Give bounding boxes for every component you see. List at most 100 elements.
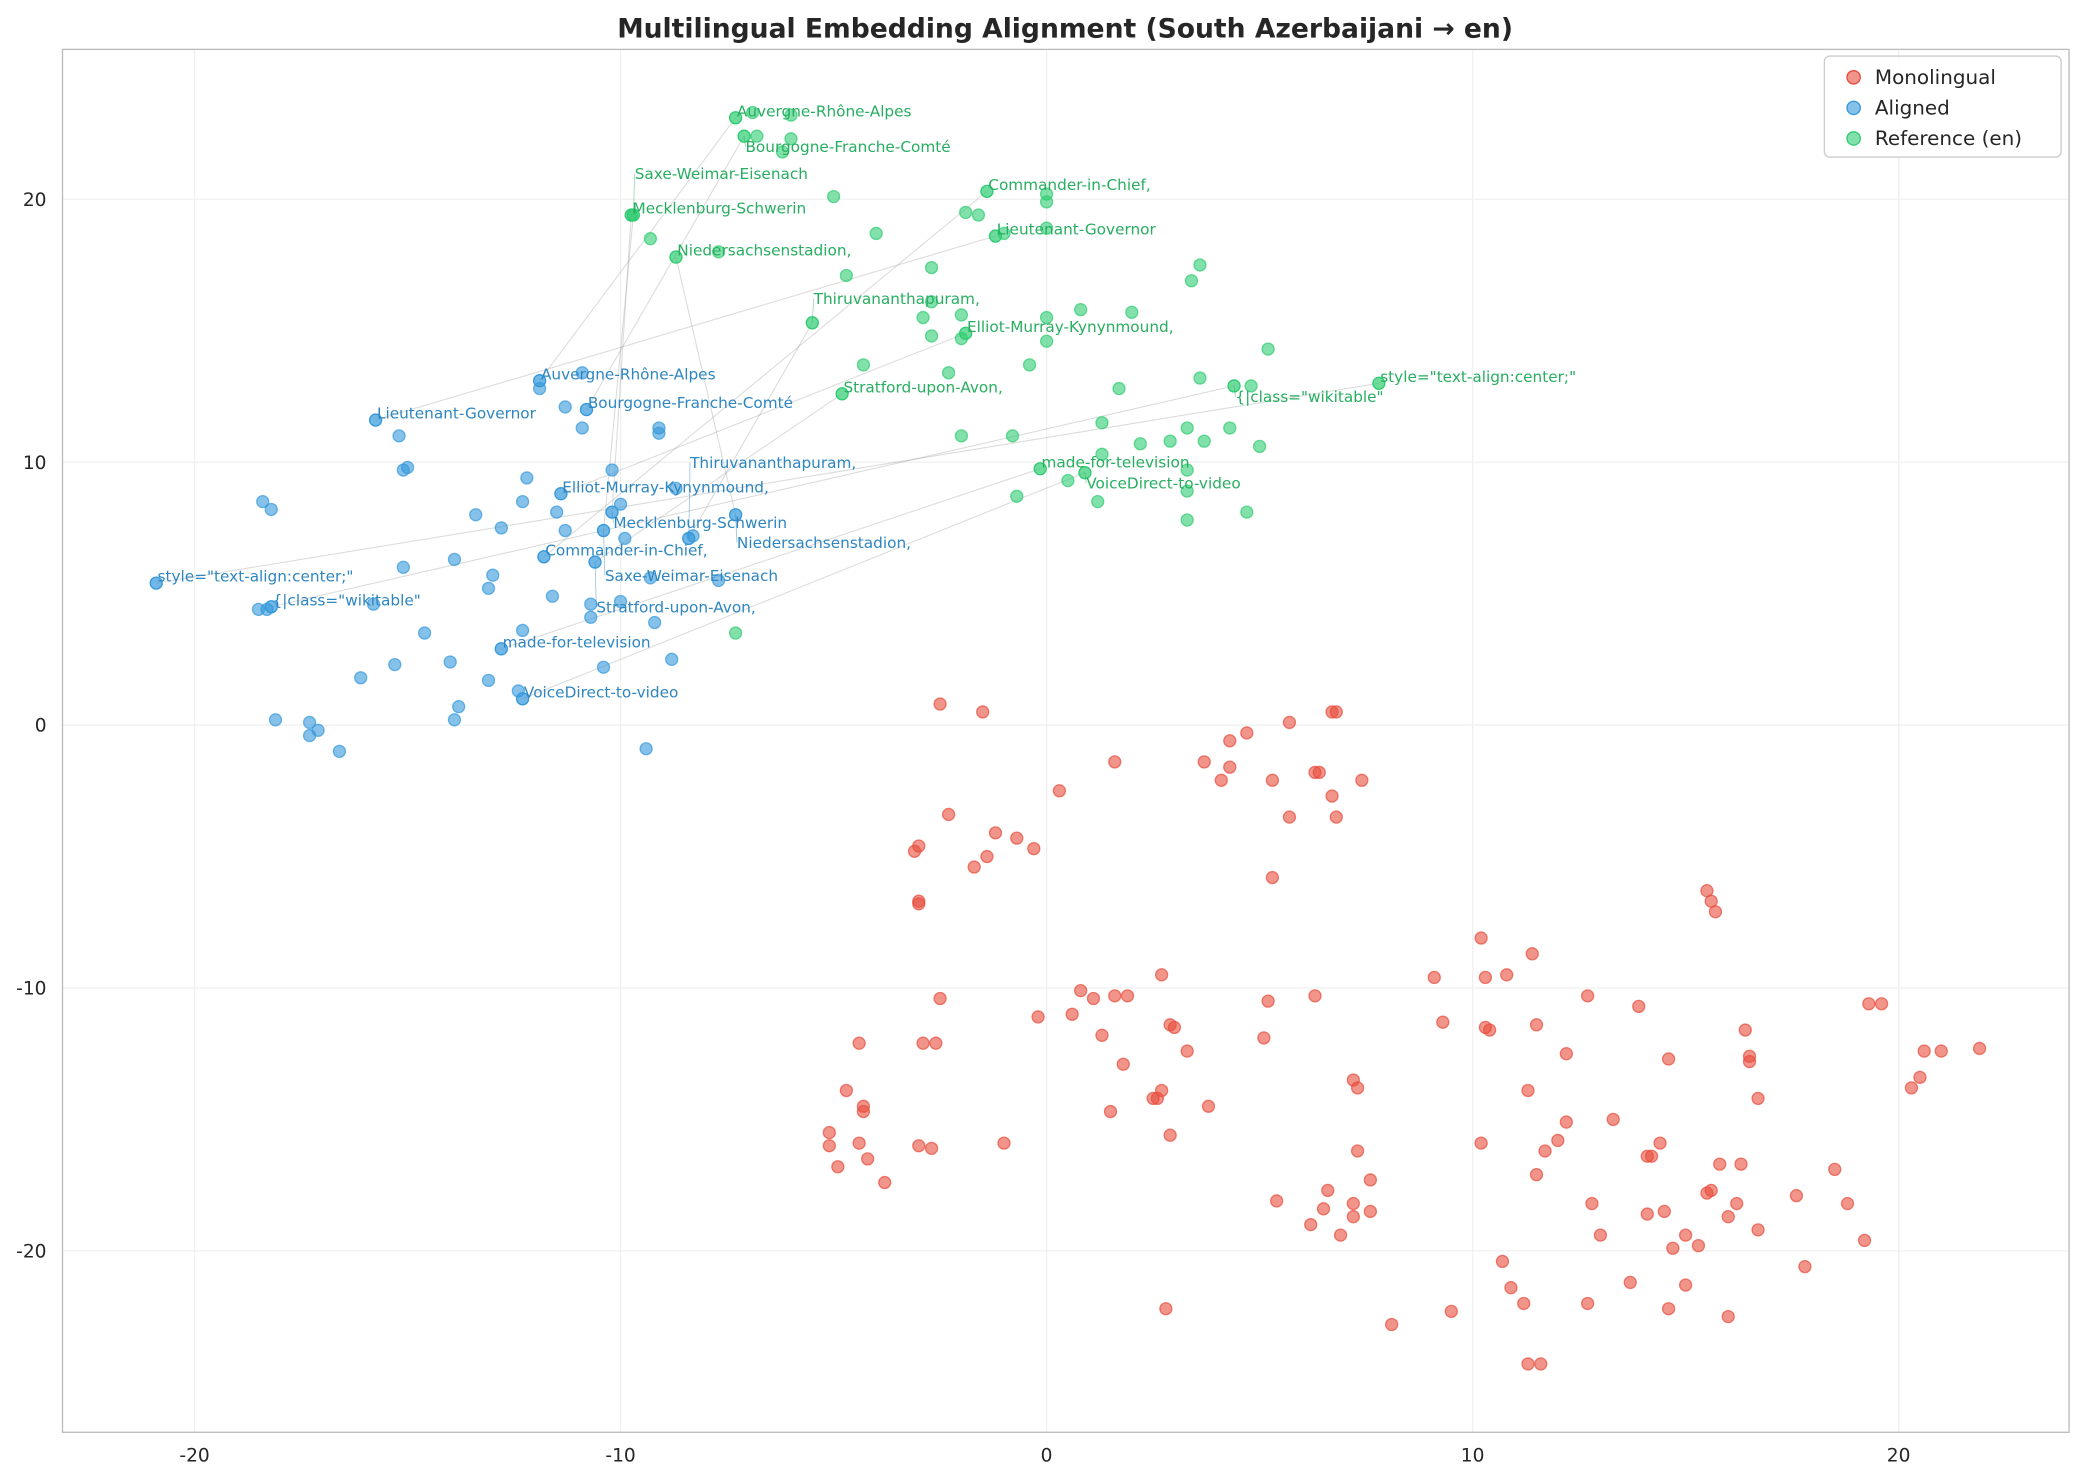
data-point-aligned [494, 521, 508, 535]
pair-line [543, 190, 988, 558]
data-point-reference-en- [1193, 258, 1207, 272]
data-point-monolingual [1559, 1115, 1573, 1129]
data-point-monolingual [941, 807, 956, 822]
data-point-aligned [368, 413, 383, 427]
data-point-monolingual [1478, 970, 1493, 985]
data-point-monolingual [1240, 726, 1254, 740]
data-point-monolingual [1329, 705, 1343, 719]
reference-point-label: Mecklenburg-Schwerin [633, 200, 807, 218]
reference-point-label: Bourgogne-Franche-Comté [745, 138, 950, 156]
data-point-monolingual [1862, 997, 1876, 1011]
data-point-monolingual [1163, 1128, 1177, 1142]
data-point-monolingual [1606, 1112, 1620, 1127]
data-point-aligned [494, 642, 508, 656]
data-point-monolingual [1644, 1149, 1659, 1163]
data-point-monolingual [1146, 1091, 1160, 1106]
data-point-monolingual [1363, 1173, 1378, 1187]
x-tick-label: 20 [1887, 1446, 1911, 1467]
data-point-reference-en- [728, 626, 743, 640]
data-point-reference-en- [839, 268, 854, 283]
data-point-monolingual [1180, 1044, 1194, 1058]
data-point-monolingual [1708, 905, 1723, 919]
data-point-monolingual [1223, 760, 1237, 774]
data-point-aligned [605, 463, 619, 477]
data-point-monolingual [1653, 1136, 1667, 1150]
data-point-monolingual [1346, 1196, 1360, 1211]
data-point-monolingual [861, 1152, 875, 1166]
data-point-monolingual [1201, 1099, 1216, 1113]
data-point-monolingual [1517, 1296, 1531, 1311]
data-point-monolingual [1678, 1278, 1693, 1292]
data-point-aligned [469, 508, 483, 522]
data-point-monolingual [1031, 1010, 1045, 1024]
data-point-monolingual [912, 839, 926, 853]
data-point-monolingual [1103, 1104, 1118, 1119]
data-point-aligned [452, 700, 466, 714]
data-point-monolingual [1350, 1081, 1365, 1095]
reference-point-label: Saxe-Weimar-Eisenach [635, 165, 808, 183]
data-point-monolingual [1551, 1133, 1565, 1148]
data-point-monolingual [1798, 1260, 1812, 1274]
points [149, 105, 1987, 1371]
data-point-reference-en- [784, 108, 798, 122]
pair-line [603, 214, 634, 531]
data-point-aligned [264, 502, 278, 517]
data-point-aligned [575, 421, 589, 435]
label-leader-line [1084, 472, 1087, 484]
label-leader-line [735, 514, 738, 543]
data-point-reference [669, 250, 683, 264]
data-point-monolingual [967, 860, 981, 874]
y-tick-label: 20 [23, 190, 47, 211]
data-point-reference-en- [941, 366, 956, 380]
data-point-reference-en- [1039, 310, 1054, 325]
data-point-reference-en- [971, 208, 986, 222]
data-point-reference-en- [1180, 463, 1194, 477]
data-point-monolingual [1751, 1091, 1765, 1106]
data-point-monolingual [822, 1139, 836, 1153]
aligned-point-label: Elliot-Murray-Kynynmound, [562, 478, 769, 496]
data-point-reference-en- [1180, 484, 1194, 498]
data-point-aligned [447, 713, 462, 727]
data-point-monolingual [1350, 1144, 1365, 1158]
data-point-reference-en- [784, 132, 798, 146]
data-point-monolingual [912, 897, 926, 911]
legend-marker [1846, 131, 1861, 146]
data-point-monolingual [1108, 989, 1122, 1003]
data-point-monolingual [1316, 1202, 1331, 1216]
data-point-monolingual [1261, 994, 1275, 1008]
data-point-monolingual [1074, 983, 1088, 998]
data-point-monolingual [1474, 1136, 1488, 1150]
data-point-aligned [618, 531, 632, 546]
data-point-aligned [545, 589, 560, 603]
data-point-monolingual [1559, 1047, 1573, 1061]
data-point-reference-en- [1061, 473, 1075, 488]
data-point-aligned [302, 715, 317, 730]
data-point-reference [980, 184, 994, 199]
data-point-monolingual [1154, 968, 1169, 982]
data-point-monolingual [1738, 1023, 1752, 1037]
data-point-reference-en- [643, 232, 658, 246]
data-point-monolingual [1734, 1157, 1748, 1171]
data-point-monolingual [1521, 1083, 1535, 1098]
legend-box [1823, 55, 2062, 158]
data-point-monolingual [1385, 1317, 1399, 1332]
aligned-point-label: VoiceDirect-to-video [524, 683, 678, 701]
data-point-monolingual [1857, 1233, 1872, 1248]
data-point-aligned [264, 600, 278, 614]
data-point-reference-en- [924, 260, 939, 275]
data-point-reference-en- [1005, 429, 1020, 443]
data-point-aligned [366, 597, 381, 611]
label-leader-line [688, 462, 691, 539]
aligned-point-label: Niedersachsenstadion, [737, 534, 911, 552]
data-point-aligned [481, 581, 496, 595]
x-tick-label: 0 [1041, 1446, 1053, 1467]
reference-point-label: Thiruvananthapuram, [813, 290, 980, 308]
pair-line [675, 256, 737, 515]
data-point-reference-en- [1244, 379, 1258, 393]
data-point-monolingual [1116, 1057, 1130, 1071]
aligned-point-label: Bourgogne-Franche-Comté [588, 394, 793, 412]
data-point-reference-en- [711, 245, 726, 259]
point-labels: Auvergne-Rhône-Alpes Auvergne-Rhône-Alpes… [158, 102, 1577, 701]
data-point-monolingual [1721, 1309, 1735, 1324]
data-point-monolingual [924, 1141, 939, 1155]
